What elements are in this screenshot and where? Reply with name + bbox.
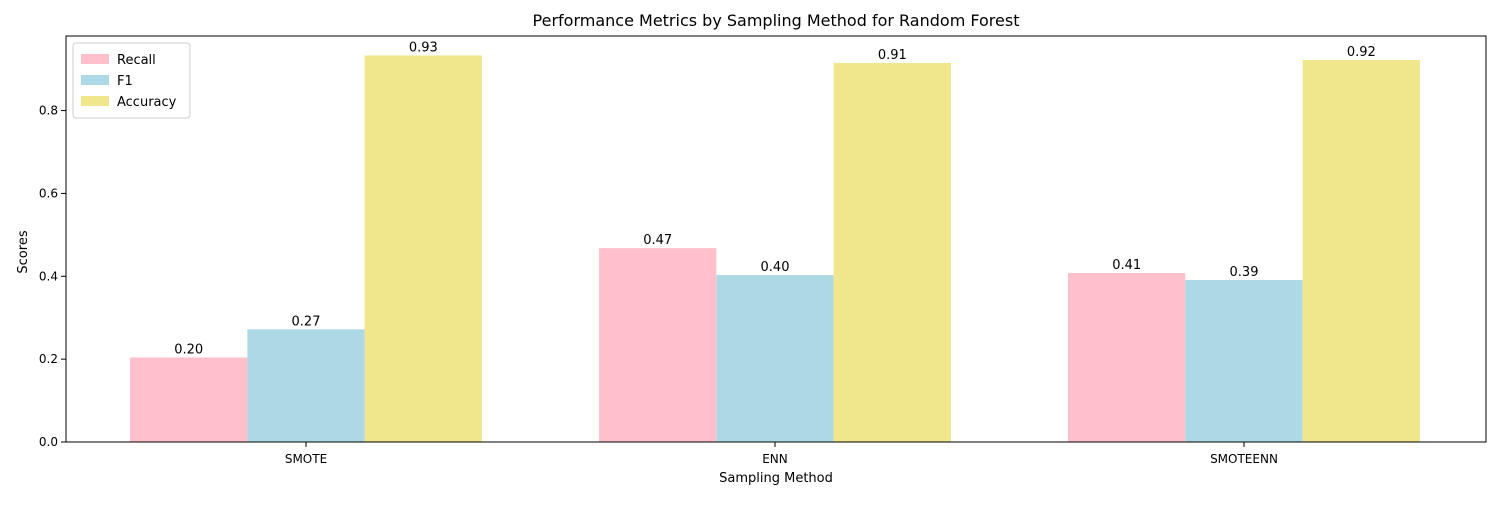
legend-label: F1 xyxy=(117,74,133,89)
bar-value-label: 0.39 xyxy=(1230,265,1259,280)
y-tick-label: 0.2 xyxy=(39,352,58,366)
legend-swatch xyxy=(81,75,109,85)
bar-value-label: 0.92 xyxy=(1347,45,1376,60)
bar-f1-smote xyxy=(247,329,365,442)
y-tick-label: 0.4 xyxy=(39,269,58,283)
bar-value-label: 0.47 xyxy=(643,233,672,248)
legend: Recall F1 Accuracy xyxy=(72,42,191,119)
bar-value-label: 0.91 xyxy=(878,48,907,63)
x-tick-label: ENN xyxy=(762,452,788,466)
bar-f1-enn xyxy=(716,275,834,442)
x-axis: SMOTE ENN SMOTEENN xyxy=(285,442,1278,466)
bar-value-label: 0.41 xyxy=(1112,258,1141,273)
y-tick-label: 0.6 xyxy=(39,186,58,200)
x-tick-label: SMOTEENN xyxy=(1210,452,1278,466)
plot-frame xyxy=(65,35,1487,443)
y-tick-label: 0.8 xyxy=(39,104,58,118)
bar-value-label: 0.20 xyxy=(174,342,203,357)
bar-accuracy-smote xyxy=(364,55,482,442)
y-tick-label: 0.0 xyxy=(39,435,58,449)
x-axis-label: Sampling Method xyxy=(719,471,833,486)
y-axis: 0.0 0.2 0.4 0.6 0.8 xyxy=(39,104,66,449)
bars xyxy=(130,55,1420,443)
y-axis-label: Scores xyxy=(16,230,31,273)
bar-recall-smoteenn xyxy=(1068,272,1186,442)
bar-accuracy-smoteenn xyxy=(1302,60,1420,443)
legend-label: Accuracy xyxy=(117,95,177,110)
bar-labels: 0.20 0.27 0.93 0.47 0.40 0.91 0.41 0.39 0.92 xyxy=(174,40,1376,357)
chart-title: Performance Metrics by Sampling Method f… xyxy=(533,11,1020,30)
bar-f1-smoteenn xyxy=(1185,280,1303,442)
bar-recall-smote xyxy=(130,357,248,442)
bar-recall-enn xyxy=(599,248,717,442)
legend-swatch xyxy=(81,54,109,64)
x-tick-label: SMOTE xyxy=(285,452,327,466)
bar-value-label: 0.27 xyxy=(292,314,321,329)
legend-label: Recall xyxy=(117,53,156,68)
bar-value-label: 0.40 xyxy=(761,260,790,275)
legend-swatch xyxy=(81,96,109,106)
bar-value-label: 0.93 xyxy=(409,40,438,55)
bar-accuracy-enn xyxy=(833,62,951,443)
